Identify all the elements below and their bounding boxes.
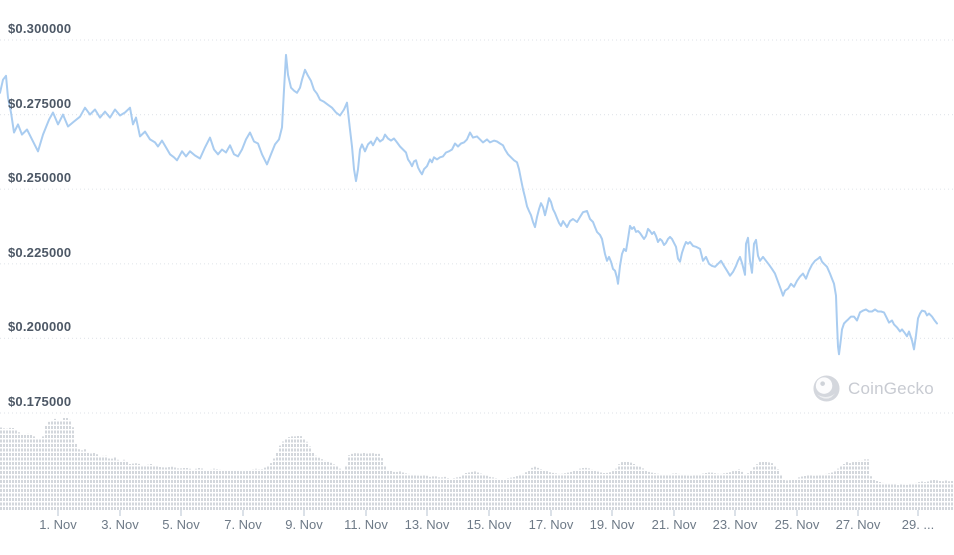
x-axis-label: 17. Nov <box>528 517 574 532</box>
y-axis-label: $0.200000 <box>8 319 72 335</box>
x-axis-label: 13. Nov <box>404 517 450 532</box>
x-axis-label: 25. Nov <box>774 517 820 532</box>
coingecko-watermark: CoinGecko <box>812 374 934 403</box>
watermark-text: CoinGecko <box>848 378 934 398</box>
y-axis-label: $0.225000 <box>8 244 72 260</box>
x-axis-label: 21. Nov <box>651 517 697 532</box>
x-axis-label: 15. Nov <box>466 517 512 532</box>
x-axis-label: 9. Nov <box>285 517 323 532</box>
volume-bars <box>0 418 953 510</box>
y-axis-label: $0.175000 <box>8 394 72 409</box>
x-axis-label: 1. Nov <box>39 517 77 532</box>
coingecko-logo-icon <box>813 375 840 402</box>
price-line <box>0 53 938 356</box>
x-axis-label: 11. Nov <box>344 517 388 532</box>
x-axis-label: 7. Nov <box>224 517 262 532</box>
x-axis-label: 29. ... <box>901 517 935 532</box>
x-axis-label: 23. Nov <box>712 517 758 532</box>
y-axis-label: $0.275000 <box>8 95 72 111</box>
y-axis-label: $0.250000 <box>8 170 72 186</box>
x-axis-label: 3. Nov <box>101 517 139 532</box>
x-axis-label: 19. Nov <box>589 517 635 532</box>
y-axis-label: $0.300000 <box>8 21 72 36</box>
x-axis-label: 5. Nov <box>162 517 200 532</box>
x-axis-label: 27. Nov <box>835 517 881 532</box>
